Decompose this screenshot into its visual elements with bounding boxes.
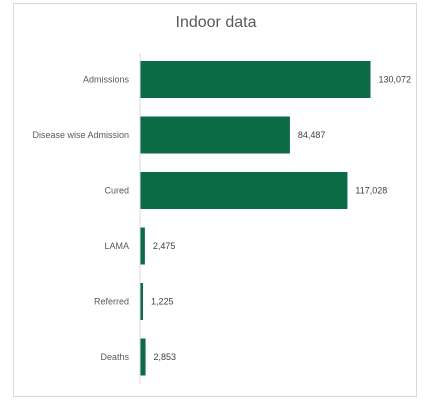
bar-disease-wise-admission xyxy=(140,116,290,154)
category-label: Deaths xyxy=(100,352,129,362)
bar-referred xyxy=(140,283,143,320)
bar-deaths xyxy=(140,338,146,376)
value-label: 1,225 xyxy=(151,297,174,307)
category-label: Cured xyxy=(104,186,129,196)
value-label: 117,028 xyxy=(355,186,387,196)
bar-lama xyxy=(140,227,145,265)
category-label: LAMA xyxy=(104,241,129,251)
value-label: 2,853 xyxy=(154,352,177,362)
category-label: Referred xyxy=(94,297,129,307)
bar-admissions xyxy=(140,61,371,98)
category-label: Admissions xyxy=(83,75,130,85)
value-label: 84,487 xyxy=(298,130,326,140)
bar-cured xyxy=(140,172,348,209)
chart-title: Indoor data xyxy=(175,14,257,31)
category-label: Disease wise Admission xyxy=(32,130,129,140)
value-label: 130,072 xyxy=(379,75,412,85)
value-label: 2,475 xyxy=(153,241,176,251)
